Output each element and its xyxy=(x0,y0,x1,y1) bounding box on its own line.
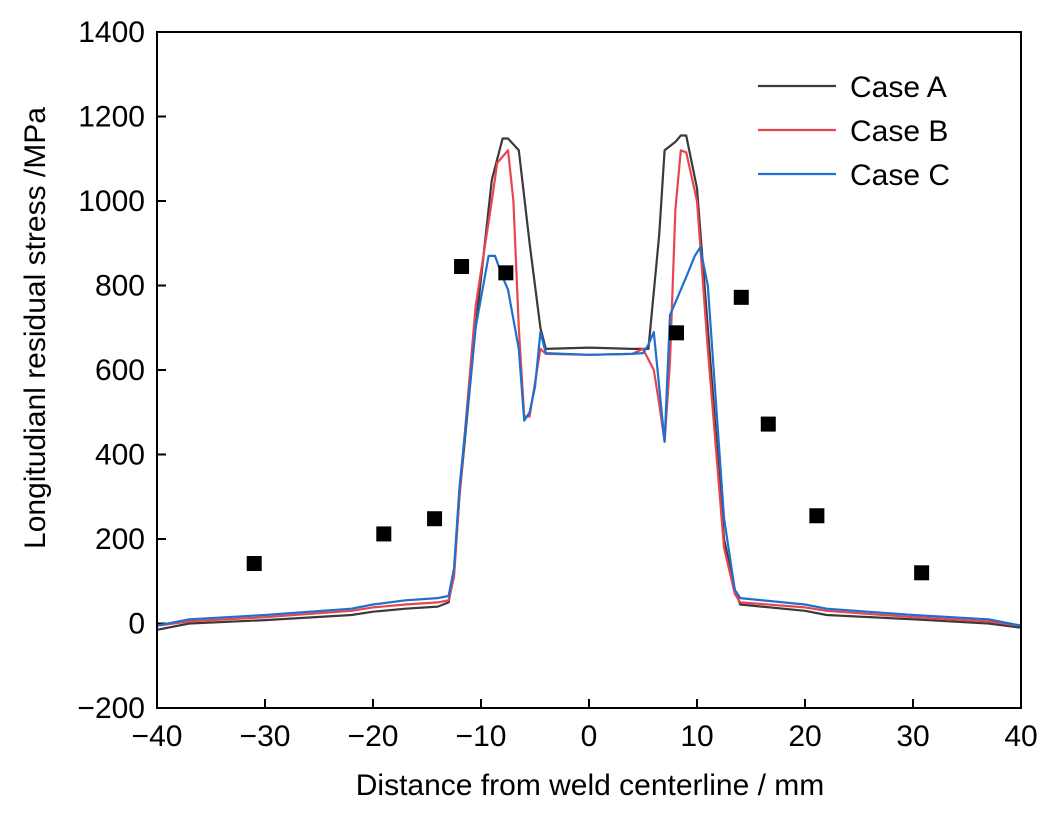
tick-labels: −40 −30 −20 −10 0 10 20 30 40 −200 0 200 400 600 800 10… xyxy=(77,16,1037,753)
measured-point xyxy=(760,416,776,432)
measured-point xyxy=(427,511,443,527)
x-tick-label: −40 xyxy=(132,720,183,753)
series-line-case-c xyxy=(156,246,1022,627)
plot-frame xyxy=(156,31,1022,709)
y-tick-label: −200 xyxy=(77,692,145,725)
y-tick-label: 1000 xyxy=(78,185,145,218)
legend-label: Case A xyxy=(850,71,947,104)
y-tick-label: 0 xyxy=(128,608,145,641)
x-axis-title: Distance from weld centerline / mm xyxy=(356,769,825,802)
legend-label: Case B xyxy=(850,115,948,148)
measured-point xyxy=(498,265,514,281)
measured-point xyxy=(914,565,930,581)
y-tick-label: 200 xyxy=(95,523,145,556)
measured-point xyxy=(733,289,749,305)
x-tick-label: 20 xyxy=(788,720,821,753)
x-tick-label: 0 xyxy=(581,720,598,753)
y-tick-label: 400 xyxy=(95,439,145,472)
y-tick-label: 1400 xyxy=(78,16,145,49)
measured-point xyxy=(376,526,392,542)
series-line-case-b xyxy=(156,149,1022,627)
x-tick-label: −10 xyxy=(456,720,507,753)
series-line-case-a xyxy=(156,134,1022,631)
y-tick-label: 600 xyxy=(95,354,145,387)
y-axis-title: Longitudianl residual stress /MPa xyxy=(19,107,52,549)
measured-point xyxy=(809,508,825,524)
measured-point xyxy=(668,325,684,341)
measured-point xyxy=(246,556,262,572)
measured-point xyxy=(454,258,470,274)
legend: Case A Case B Case C xyxy=(758,71,950,192)
x-tick-label: −20 xyxy=(348,720,399,753)
y-tick-label: 800 xyxy=(95,270,145,303)
series-lines xyxy=(156,134,1022,631)
legend-label: Case C xyxy=(850,159,950,192)
x-tick-label: 40 xyxy=(1004,720,1037,753)
y-tick-label: 1200 xyxy=(78,101,145,134)
measured-points xyxy=(246,258,930,581)
x-tick-label: 10 xyxy=(680,720,713,753)
x-tick-label: −30 xyxy=(240,720,291,753)
x-tick-label: 30 xyxy=(896,720,929,753)
